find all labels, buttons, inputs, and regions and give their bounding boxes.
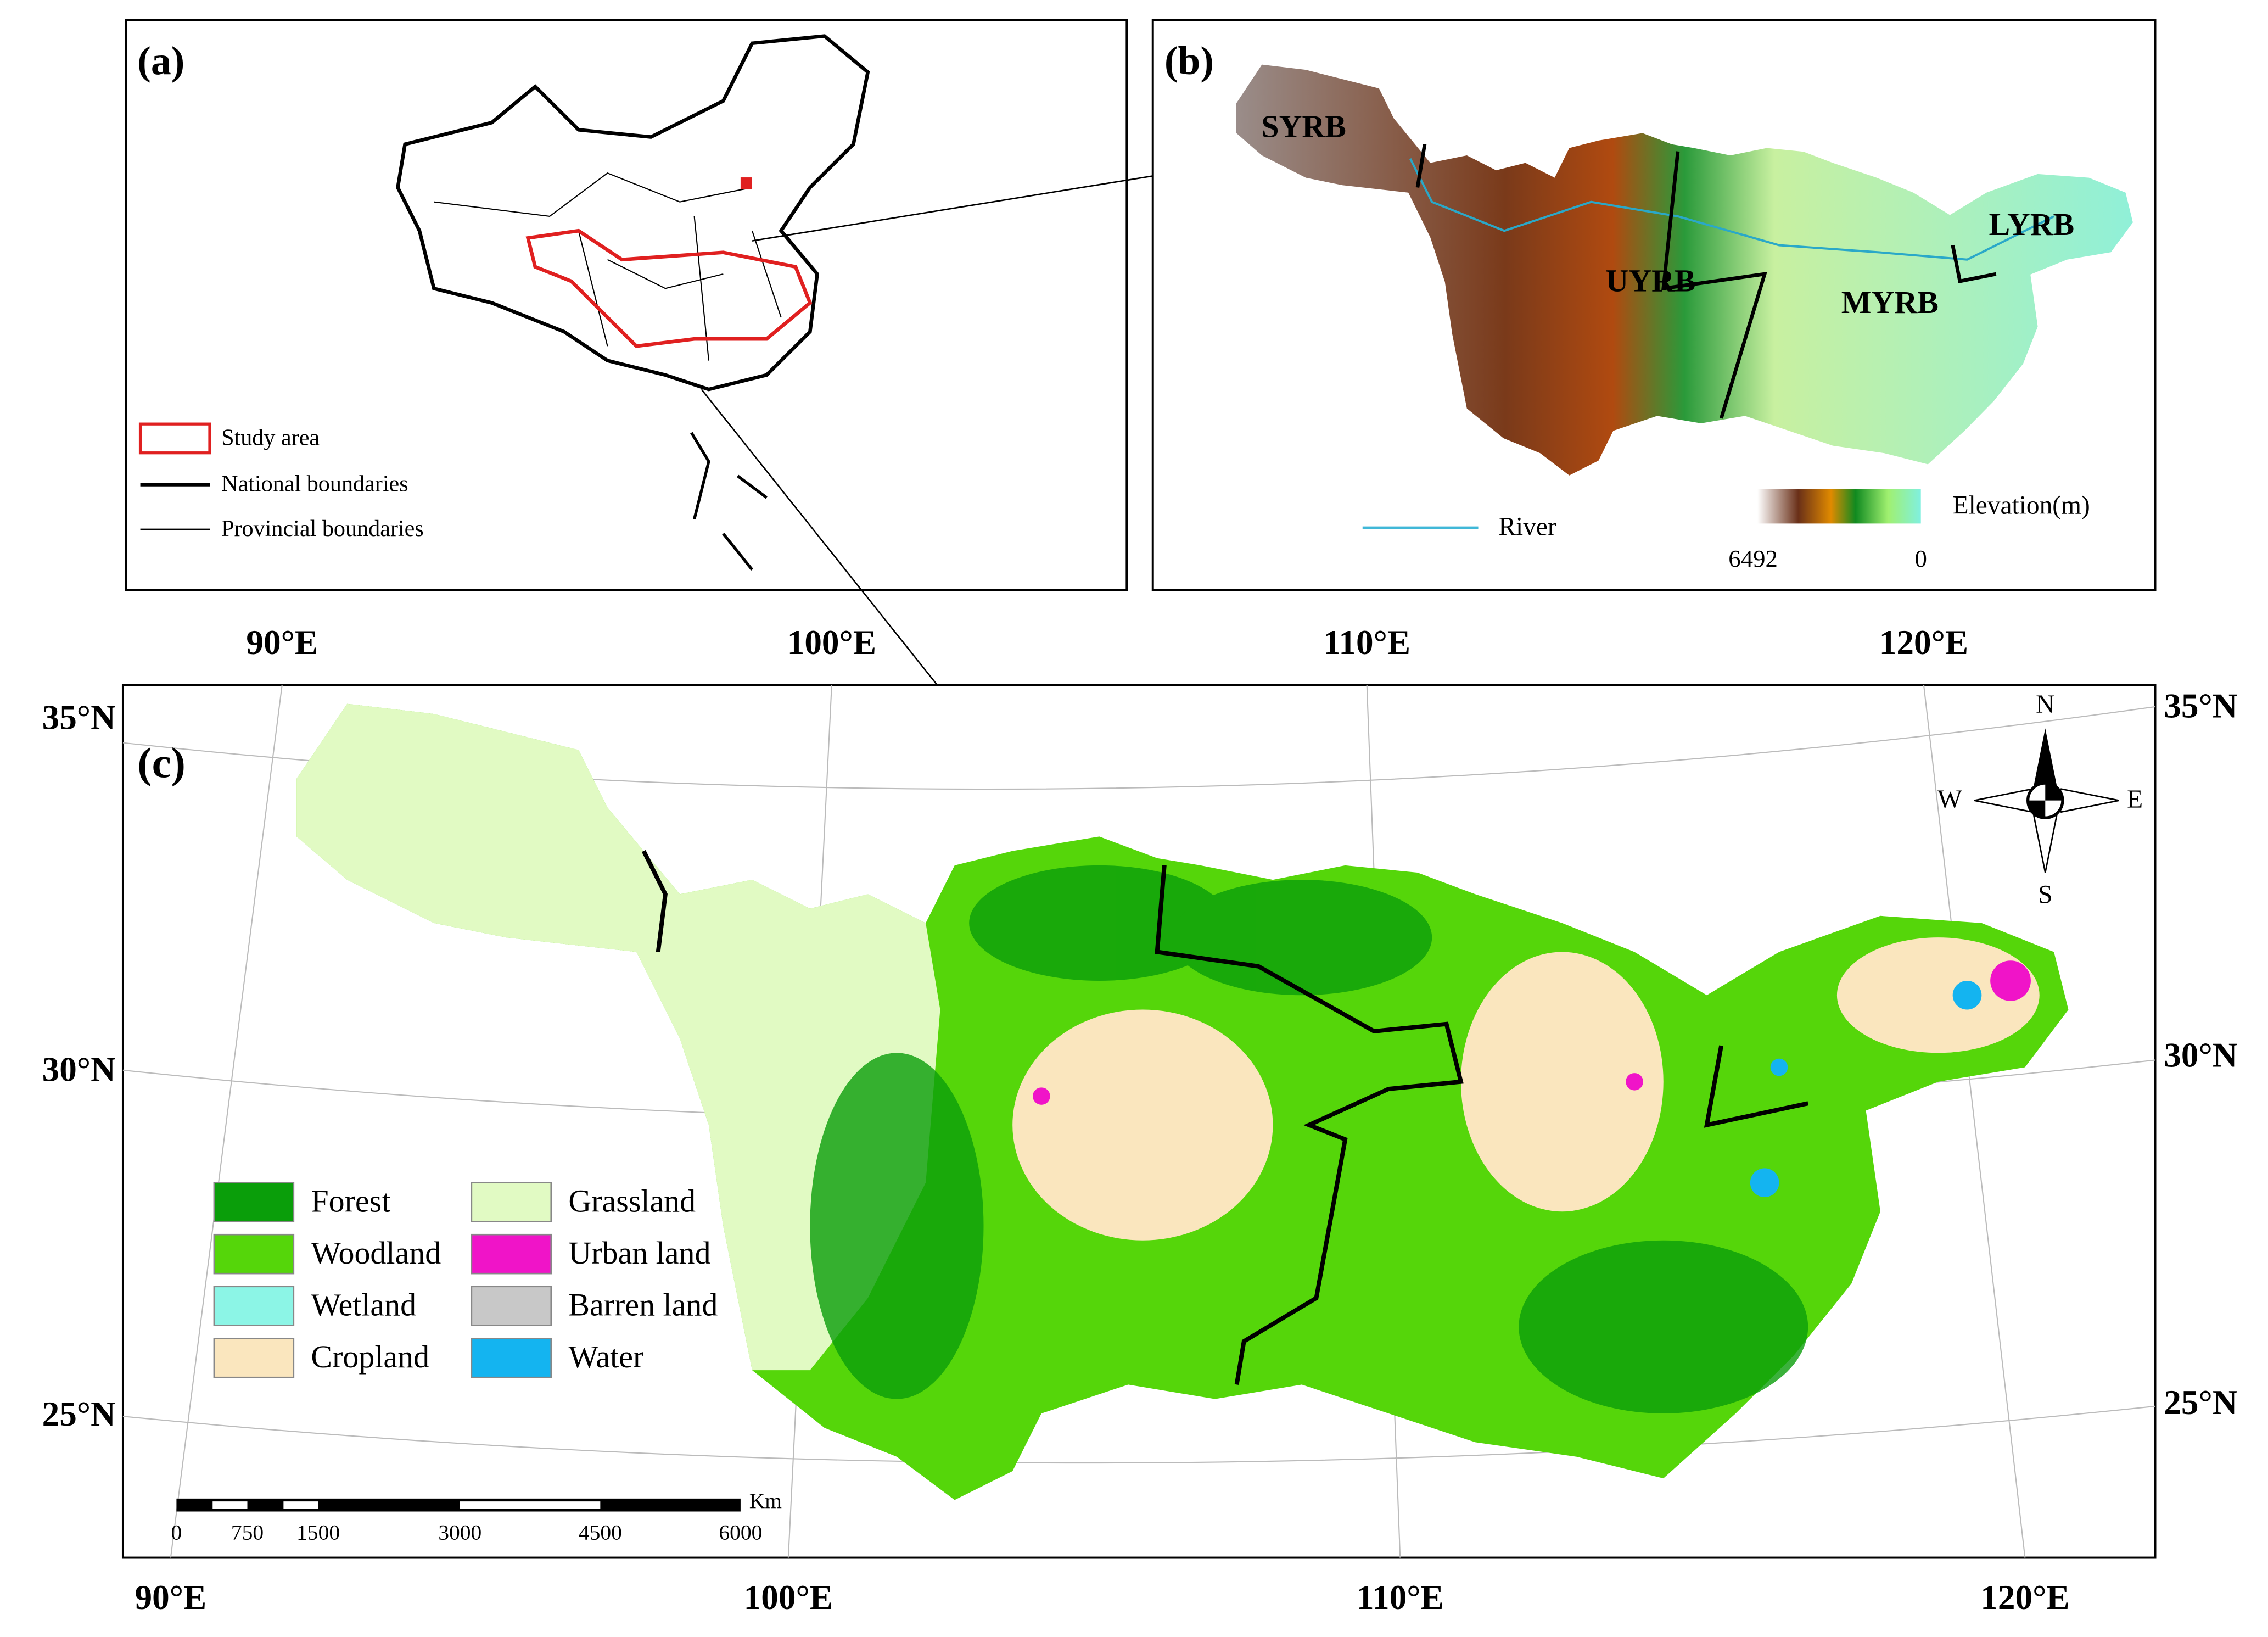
study-area-outline <box>525 228 813 348</box>
legend-swatch <box>138 422 211 455</box>
water-area <box>1750 980 1982 1197</box>
longitude-label: 100°E <box>744 1578 833 1617</box>
elevation-title: Elevation(m) <box>1953 491 2090 519</box>
longitude-label: 110°E <box>1357 1578 1444 1617</box>
latitude-label: 30°N <box>2164 1036 2237 1074</box>
legend-label: Study area <box>221 426 320 451</box>
longitude-label: 100°E <box>787 623 876 662</box>
region-label: UYRB <box>1605 263 1695 299</box>
scale-label: 750 <box>231 1521 264 1545</box>
scale-bar-blocks <box>212 1501 601 1509</box>
legend-swatch <box>471 1338 552 1378</box>
longitude-label: 90°E <box>135 1578 207 1617</box>
legend-label: Urban land <box>568 1235 710 1271</box>
legend-swatch <box>471 1182 552 1222</box>
scale-label: 3000 <box>438 1521 481 1545</box>
scale-label: 6000 <box>719 1521 762 1545</box>
islands <box>690 432 768 571</box>
elevation-max: 6492 <box>1728 545 1778 572</box>
panel-label: (c) <box>137 739 186 787</box>
scale-label: 0 <box>171 1521 182 1545</box>
legend-label: Wetland <box>311 1287 416 1323</box>
capital-marker <box>740 177 752 189</box>
compass <box>1974 728 2119 873</box>
compass-label: E <box>2127 785 2143 814</box>
compass-label: S <box>2038 881 2052 909</box>
scale-label: 4500 <box>579 1521 622 1545</box>
legend-swatch <box>471 1286 552 1327</box>
legend-label: National boundaries <box>221 472 408 497</box>
connector <box>752 175 1153 242</box>
scale-unit: Km <box>749 1489 782 1513</box>
elevation-min: 0 <box>1915 545 1927 572</box>
panel-label: (a) <box>137 38 184 83</box>
latitude-label: 25°N <box>42 1395 116 1433</box>
connector <box>701 389 938 686</box>
provincial-lines <box>434 172 782 361</box>
latitude-label: 35°N <box>42 699 116 737</box>
legend-label: Grassland <box>568 1183 696 1219</box>
region-label: SYRB <box>1261 109 1346 144</box>
china-outline <box>396 34 870 392</box>
legend-label: Cropland <box>311 1339 429 1375</box>
legend-swatch <box>213 1182 295 1222</box>
elevation-ramp <box>1757 489 1921 524</box>
panel-a-frame <box>125 19 1128 591</box>
river <box>1409 158 2054 261</box>
longitude-label: 120°E <box>1879 623 1968 662</box>
region-label: MYRB <box>1841 284 1939 320</box>
legend-label: Provincial boundaries <box>221 516 424 541</box>
urban-area <box>1033 960 2031 1105</box>
legend-label: Woodland <box>311 1235 441 1271</box>
legend-swatch <box>213 1233 295 1275</box>
longitude-label: 110°E <box>1323 623 1410 662</box>
cropland-area <box>1012 937 2040 1241</box>
compass-label: N <box>2036 690 2054 719</box>
scale-bar <box>176 1498 741 1512</box>
latitude-label: 35°N <box>2164 687 2237 725</box>
panel-c-frame <box>121 684 2157 1559</box>
legend-label: Forest <box>311 1183 390 1219</box>
subbasin-boundary <box>641 850 1809 1385</box>
river-label: River <box>1498 513 1556 541</box>
panel-b-frame <box>1151 19 2157 591</box>
scale-label: 1500 <box>296 1521 340 1545</box>
legend-swatch <box>213 1338 295 1378</box>
grassland-area <box>296 703 940 1371</box>
compass-label: W <box>1937 785 1962 814</box>
region-label: LYRB <box>1989 206 2075 242</box>
legend-label: Barren land <box>568 1287 718 1323</box>
legend-swatch <box>213 1286 295 1327</box>
longitude-label: 120°E <box>1980 1578 2069 1617</box>
panel-label: (b) <box>1164 38 1214 83</box>
latitude-label: 30°N <box>42 1051 116 1089</box>
longitude-label: 90°E <box>246 623 318 662</box>
legend-swatch <box>471 1233 552 1275</box>
legend-label: Water <box>568 1339 643 1375</box>
subbasin-boundary <box>1415 144 1997 419</box>
latitude-label: 25°N <box>2164 1383 2237 1422</box>
